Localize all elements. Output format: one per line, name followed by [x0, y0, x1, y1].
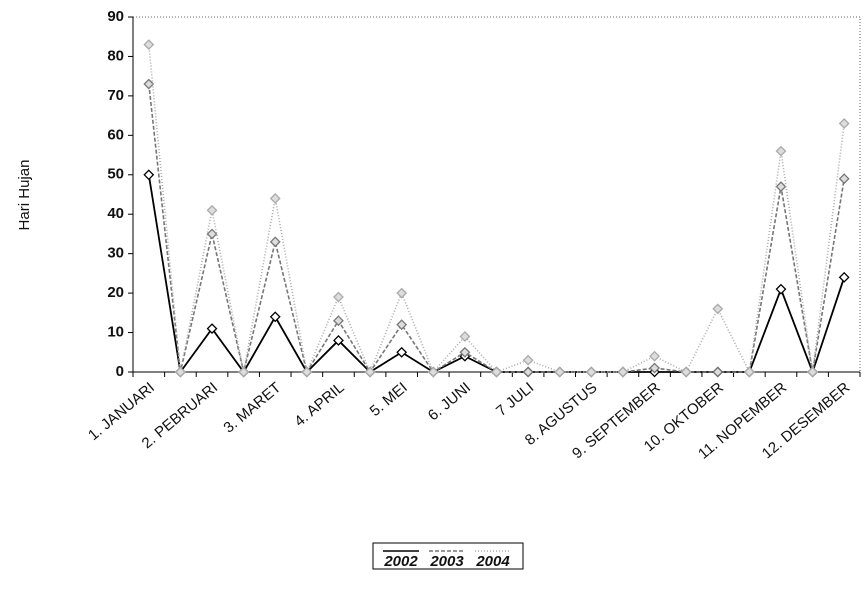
plot-frame [132, 16, 861, 373]
data-point [364, 366, 376, 378]
data-point [427, 366, 439, 378]
data-point [396, 319, 408, 331]
data-point [143, 78, 155, 90]
data-point [333, 315, 344, 327]
data-point [143, 39, 155, 51]
data-point [775, 283, 787, 295]
legend-label: 2002 [383, 553, 418, 570]
y-tick-label: 50 [107, 166, 124, 183]
y-tick-label: 70 [107, 87, 124, 104]
data-point [775, 181, 787, 193]
data-point [206, 323, 218, 335]
series-line [148, 83, 845, 375]
y-tick-label: 30 [107, 245, 124, 262]
data-point [585, 366, 597, 378]
legend-label: 2004 [475, 553, 510, 570]
data-point [206, 228, 218, 240]
y-tick-label: 0 [116, 363, 124, 380]
data-point [522, 354, 534, 366]
series-line [147, 174, 846, 375]
y-tick-label: 10 [107, 324, 124, 341]
data-point [396, 346, 408, 358]
data-point [396, 287, 408, 299]
data-point [174, 366, 186, 378]
data-point [269, 193, 281, 204]
data-point [775, 145, 787, 157]
y-tick-label: 60 [107, 126, 124, 143]
data-point [301, 366, 313, 378]
x-tick-label: 3. MARET [220, 379, 284, 436]
series-line [148, 44, 845, 375]
x-tick-label: 5. MEI [367, 379, 411, 420]
data-point [712, 303, 724, 315]
data-point [680, 366, 692, 378]
data-point [617, 366, 629, 378]
data-point [838, 271, 850, 283]
y-tick-label: 20 [107, 284, 124, 301]
data-point [807, 366, 819, 378]
data-point [269, 236, 281, 248]
y-axis-label: Hari Hujan [16, 160, 33, 231]
data-point [143, 169, 155, 181]
data-point [333, 291, 344, 303]
data-point [743, 366, 755, 378]
x-tick-label: 7 JULI [493, 379, 537, 420]
y-tick-label: 90 [107, 8, 124, 25]
data-point [238, 366, 250, 378]
y-tick-label: 80 [107, 47, 124, 64]
data-point [712, 366, 724, 378]
data-point [206, 204, 218, 216]
legend-label: 2003 [429, 553, 464, 570]
data-point [649, 350, 660, 362]
data-point [333, 335, 344, 346]
x-tick-label: 6. JUNI [425, 379, 474, 424]
data-point [522, 366, 534, 378]
x-tick-label: 4. APRIL [291, 379, 347, 430]
data-point [649, 362, 660, 374]
y-tick-label: 40 [107, 205, 124, 222]
data-point [491, 366, 502, 378]
data-point [838, 118, 850, 129]
data-point [554, 366, 566, 378]
data-point [459, 331, 471, 342]
legend-box [372, 542, 524, 570]
data-point [269, 311, 281, 323]
data-point [459, 346, 471, 358]
data-point [838, 173, 850, 185]
